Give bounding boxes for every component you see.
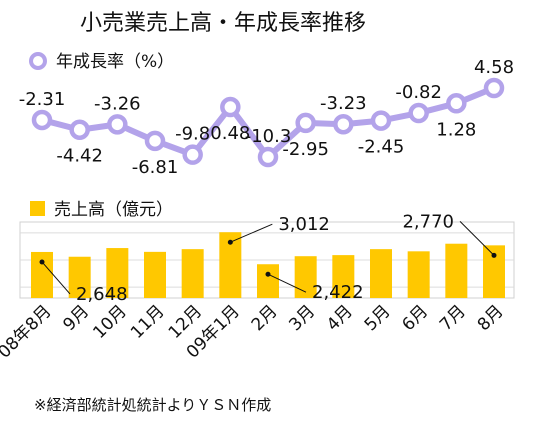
x-tick-label: 08年8月 — [0, 301, 56, 362]
x-tick-label: 8月 — [474, 301, 508, 335]
x-tick-label: 10月 — [89, 301, 130, 342]
growth-label: 4.58 — [474, 57, 514, 78]
growth-label: -4.42 — [56, 146, 103, 167]
bar — [483, 245, 505, 298]
x-tick-label: 11月 — [127, 301, 168, 342]
chart-title: 小売業売上高・年成長率推移 — [80, 11, 366, 36]
legend-bar-label: 売上高（億元） — [54, 200, 173, 220]
growth-label: -2.31 — [19, 89, 66, 110]
growth-point — [408, 102, 429, 124]
growth-point — [31, 109, 53, 131]
callout-dot — [265, 271, 271, 277]
callout-leader — [459, 220, 495, 256]
callout-dot — [227, 239, 233, 245]
bar — [219, 232, 242, 298]
bar — [181, 249, 204, 298]
growth-point — [144, 130, 166, 152]
growth-line — [31, 77, 505, 168]
bar — [407, 251, 430, 298]
callout-dot — [491, 252, 497, 258]
growth-label: -10.3 — [245, 126, 292, 147]
bar-callouts: 2,648 3,012 2,422 2,770 — [39, 211, 497, 305]
growth-point — [295, 112, 316, 134]
bar — [68, 256, 91, 298]
legend-line: 年成長率（%） — [29, 52, 174, 72]
x-tick-label: 7月 — [436, 301, 470, 335]
growth-point — [483, 77, 505, 99]
bar — [257, 264, 279, 298]
growth-point — [333, 113, 354, 135]
bar — [294, 256, 317, 298]
legend-bar-swatch — [30, 201, 45, 216]
bars — [31, 232, 505, 298]
callout-label: 2,648 — [76, 284, 128, 305]
bar — [445, 243, 468, 298]
growth-label: -3.26 — [94, 93, 141, 114]
callout-leader — [267, 273, 307, 293]
bar — [332, 255, 355, 298]
callout-label: 2,422 — [312, 282, 364, 303]
growth-point — [257, 146, 279, 168]
x-tick-label: 2月 — [248, 301, 282, 335]
callout-label: 2,770 — [402, 211, 454, 232]
x-tick-label: 6月 — [398, 301, 432, 335]
footnote: ※経済部統計処統計よりＹＳＮ作成 — [34, 396, 271, 414]
growth-label: -0.82 — [395, 82, 442, 103]
growth-point — [107, 114, 128, 135]
growth-label: 0.48 — [210, 123, 250, 144]
x-tick-label: 5月 — [361, 301, 395, 335]
bar — [370, 249, 392, 298]
legend-line-marker — [29, 52, 47, 70]
x-tick-label: 4月 — [323, 301, 357, 335]
growth-label: -2.45 — [358, 137, 405, 158]
x-tick-label: 3月 — [285, 301, 319, 335]
point-labels: -2.31 -4.42 -3.26 -6.81 -9.8 0.48-10.3-2.95 -3… — [19, 57, 514, 178]
growth-label: -3.23 — [320, 93, 367, 114]
bar-panel — [19, 221, 515, 299]
growth-label: 1.28 — [436, 119, 476, 140]
bar — [144, 251, 166, 298]
x-tick-label: 9月 — [59, 301, 93, 335]
callout-leader — [230, 223, 273, 243]
growth-point — [370, 110, 392, 131]
growth-point — [220, 96, 241, 118]
legend-bar: 売上高（億元） — [30, 200, 173, 220]
growth-point — [182, 144, 203, 165]
callout-label: 3,012 — [278, 214, 330, 235]
legend-line-label: 年成長率（%） — [56, 52, 174, 72]
growth-label: -2.95 — [282, 139, 329, 160]
bar — [31, 251, 53, 298]
callout-leader — [41, 261, 71, 295]
growth-label: -9.8 — [175, 124, 210, 145]
growth-point — [446, 93, 467, 114]
growth-point — [69, 119, 90, 140]
growth-label: -6.81 — [132, 157, 179, 178]
callout-dot — [39, 259, 45, 265]
bar — [106, 248, 129, 298]
